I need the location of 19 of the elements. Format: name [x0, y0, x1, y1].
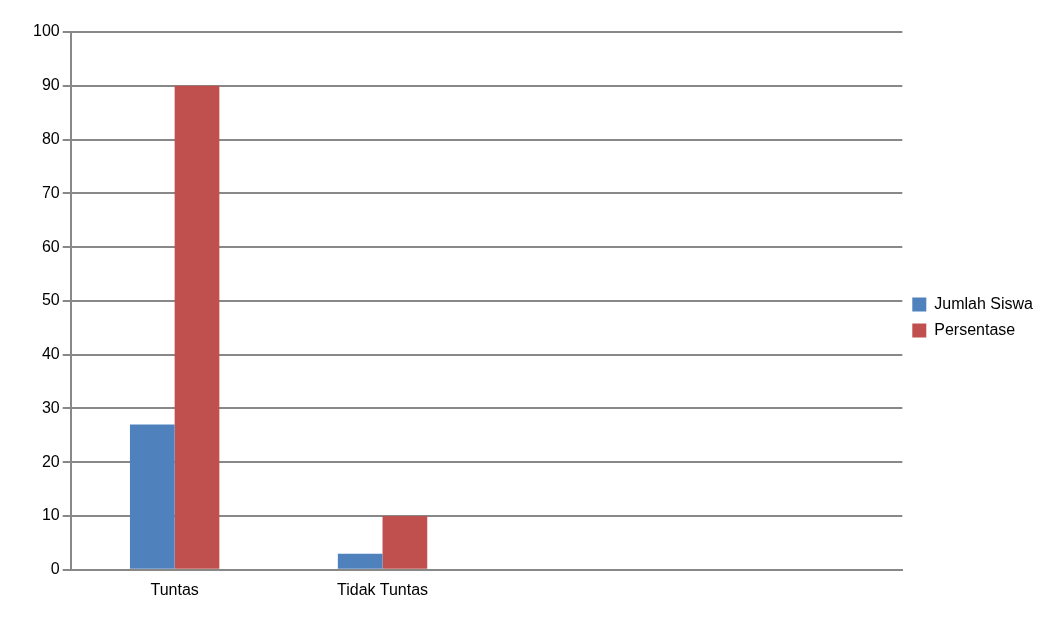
y-tick-label: 20 — [41, 452, 60, 470]
y-tick-label: 10 — [41, 506, 60, 524]
bar — [337, 553, 383, 569]
y-tick-label: 30 — [41, 398, 60, 416]
x-tick-label: Tuntas — [150, 580, 199, 598]
y-tick-label: 90 — [41, 76, 60, 94]
y-tick-label: 60 — [41, 237, 60, 255]
legend-label: Persentase — [934, 320, 1016, 338]
bar — [129, 424, 175, 569]
y-tick-label: 80 — [41, 129, 60, 147]
x-tick-label: Tidak Tuntas — [337, 580, 429, 598]
y-tick-label: 40 — [41, 345, 60, 363]
y-tick-label: 0 — [50, 560, 60, 578]
legend-label: Jumlah Siswa — [934, 294, 1034, 312]
y-tick-label: 100 — [32, 22, 60, 40]
bar — [382, 516, 428, 569]
y-tick-label: 70 — [41, 183, 60, 201]
y-tick-label: 50 — [41, 291, 60, 309]
bar — [174, 85, 220, 569]
